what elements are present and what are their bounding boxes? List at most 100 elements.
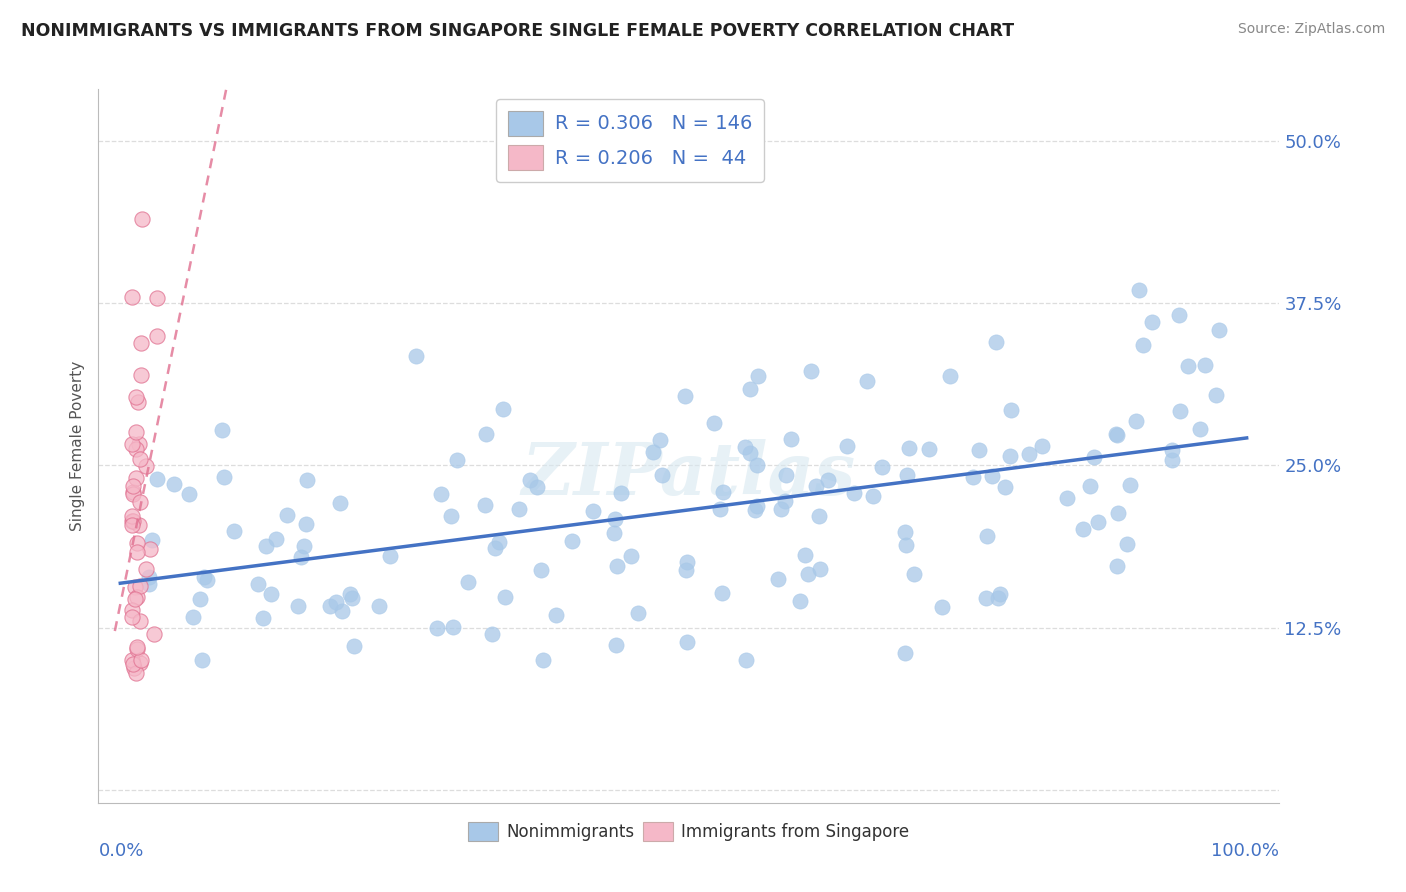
Point	[897, 442, 920, 456]
Point	[1115, 537, 1137, 551]
Point	[738, 446, 761, 460]
Point	[641, 444, 664, 458]
Point	[1056, 491, 1078, 505]
Point	[1160, 442, 1182, 457]
Point	[247, 576, 270, 591]
Point	[896, 538, 918, 552]
Point	[1132, 338, 1154, 352]
Point	[125, 390, 148, 404]
Point	[896, 468, 918, 483]
Point	[426, 621, 449, 635]
Point	[474, 498, 496, 512]
Point	[128, 495, 150, 509]
Text: 0.0%: 0.0%	[98, 842, 143, 860]
Point	[918, 442, 941, 456]
Text: Source: ZipAtlas.com: Source: ZipAtlas.com	[1237, 22, 1385, 37]
Point	[276, 508, 298, 522]
Point	[544, 607, 567, 622]
Legend: Nonimmigrants, Immigrants from Singapore: Nonimmigrants, Immigrants from Singapore	[461, 815, 917, 848]
Point	[195, 573, 218, 587]
Point	[800, 364, 823, 378]
Point	[183, 610, 205, 624]
Point	[939, 369, 962, 384]
Point	[1177, 359, 1199, 373]
Point	[446, 453, 468, 467]
Point	[121, 508, 143, 523]
Point	[804, 479, 827, 493]
Point	[974, 591, 997, 606]
Point	[603, 526, 626, 541]
Point	[128, 518, 150, 533]
Point	[1208, 323, 1230, 337]
Point	[124, 580, 146, 594]
Point	[177, 487, 200, 501]
Point	[711, 586, 734, 600]
Point	[163, 476, 186, 491]
Text: ZIPatlas: ZIPatlas	[522, 439, 856, 510]
Point	[190, 653, 212, 667]
Point	[127, 394, 149, 409]
Point	[808, 562, 831, 576]
Point	[962, 469, 984, 483]
Point	[339, 587, 361, 601]
Point	[129, 614, 152, 628]
Point	[340, 591, 363, 605]
Point	[252, 610, 274, 624]
Point	[121, 514, 143, 528]
Point	[124, 591, 146, 606]
Point	[121, 514, 143, 528]
Point	[121, 290, 143, 304]
Point	[129, 579, 152, 593]
Point	[807, 509, 830, 524]
Point	[488, 535, 510, 549]
Point	[561, 533, 583, 548]
Point	[254, 539, 277, 553]
Point	[605, 512, 627, 526]
Point	[430, 487, 453, 501]
Point	[135, 562, 157, 576]
Y-axis label: Single Female Poverty: Single Female Poverty	[70, 361, 86, 531]
Point	[1080, 479, 1102, 493]
Point	[779, 432, 801, 446]
Point	[1125, 414, 1147, 428]
Point	[380, 549, 402, 563]
Point	[325, 595, 347, 609]
Point	[125, 425, 148, 440]
Point	[675, 635, 697, 649]
Point	[1118, 478, 1140, 492]
Point	[894, 524, 917, 539]
Point	[1128, 283, 1150, 297]
Point	[481, 626, 503, 640]
Point	[122, 657, 145, 671]
Point	[931, 599, 953, 614]
Point	[1000, 402, 1022, 417]
Point	[766, 572, 789, 586]
Point	[530, 563, 553, 577]
Point	[673, 389, 696, 403]
Point	[1087, 515, 1109, 529]
Point	[128, 656, 150, 670]
Point	[817, 473, 839, 487]
Point	[1168, 308, 1191, 322]
Point	[842, 485, 865, 500]
Point	[121, 478, 143, 492]
Point	[967, 442, 990, 457]
Text: 100.0%: 100.0%	[1212, 842, 1279, 860]
Point	[747, 499, 769, 513]
Point	[145, 328, 167, 343]
Point	[1018, 447, 1040, 461]
Point	[125, 640, 148, 654]
Point	[295, 517, 318, 532]
Point	[457, 574, 479, 589]
Point	[145, 291, 167, 305]
Point	[893, 647, 915, 661]
Point	[994, 480, 1017, 494]
Point	[1142, 315, 1164, 329]
Point	[141, 533, 163, 548]
Point	[1107, 428, 1129, 442]
Point	[651, 468, 673, 483]
Point	[620, 549, 643, 564]
Point	[1071, 522, 1094, 536]
Point	[138, 570, 160, 584]
Point	[870, 460, 893, 475]
